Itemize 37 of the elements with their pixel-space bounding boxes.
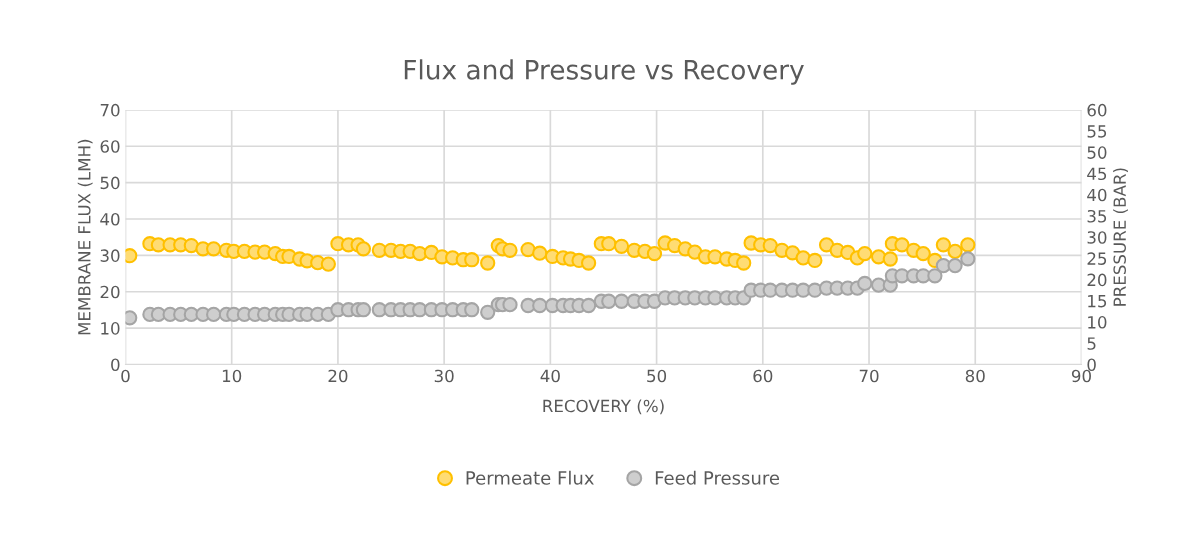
y2-tick-label: 10 bbox=[1088, 316, 1107, 329]
y2-tick-label: 55 bbox=[1087, 125, 1107, 138]
y2-tick-label: 0 bbox=[1087, 358, 1096, 372]
y-tick-label: 60 bbox=[100, 140, 120, 153]
x-tick-label: 50 bbox=[647, 369, 667, 383]
x-tick-label: 60 bbox=[753, 369, 773, 383]
y2-tick-label: 5 bbox=[1087, 337, 1096, 350]
x-tick-label: 20 bbox=[328, 369, 348, 383]
x-tick-label: 40 bbox=[540, 369, 560, 383]
y-tick-label: 30 bbox=[100, 249, 120, 262]
y2-tick-label: 20 bbox=[1087, 273, 1107, 287]
x-tick-label: 0 bbox=[121, 369, 130, 383]
y-tick-label: 0 bbox=[111, 358, 120, 372]
y-tick-label: 50 bbox=[100, 176, 120, 190]
x-axis-title: RECOVERY (%) bbox=[543, 399, 664, 415]
y2-tick-label: 30 bbox=[1087, 231, 1107, 244]
x-tick-label: 90 bbox=[1071, 369, 1091, 383]
legend-label: Feed Pressure bbox=[655, 470, 780, 485]
y-tick-label: 70 bbox=[100, 103, 120, 117]
y2-tick-label: 35 bbox=[1087, 209, 1107, 223]
x-tick-label: 70 bbox=[859, 369, 879, 383]
y2-tick-label: 50 bbox=[1087, 146, 1107, 159]
y2-tick-label: 45 bbox=[1087, 167, 1107, 181]
y2-tick-label: 60 bbox=[1087, 103, 1107, 117]
y-axis-title: MEMBRANE FLUX (LMH) bbox=[77, 139, 93, 335]
legend-label: Permeate Flux bbox=[466, 470, 594, 485]
y-tick-label: 40 bbox=[100, 212, 120, 226]
y-tick-label: 10 bbox=[101, 322, 120, 335]
chart-title: Flux and Pressure vs Recovery bbox=[404, 59, 804, 85]
y2-tick-label: 15 bbox=[1088, 295, 1107, 308]
x-tick-label: 30 bbox=[434, 369, 454, 383]
y-tick-label: 20 bbox=[100, 285, 120, 299]
y2-tick-label: 40 bbox=[1087, 188, 1107, 202]
y2-axis-title: PRESSURE (BAR) bbox=[1113, 168, 1128, 306]
x-tick-label: 10 bbox=[222, 369, 242, 383]
y2-tick-label: 25 bbox=[1087, 252, 1107, 265]
x-tick-label: 80 bbox=[965, 369, 985, 383]
